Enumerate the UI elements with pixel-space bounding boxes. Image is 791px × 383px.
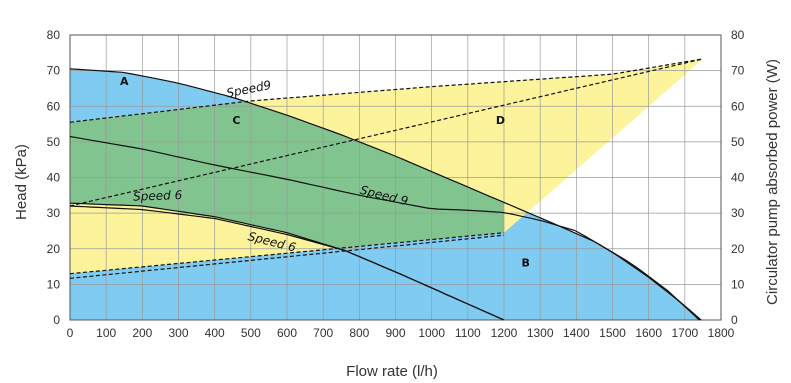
x-tick-label: 1500	[599, 326, 626, 340]
series-limit-limit-4	[69, 58, 704, 123]
series-speed-6-power-3	[69, 205, 505, 321]
x-tick-label: 1000	[418, 326, 445, 340]
curves	[69, 58, 704, 321]
y-axis-title-right: Circulator pump absorbed power (W)	[764, 59, 781, 305]
curve-label-0: Speed9	[225, 78, 272, 100]
series-limit-limit-6	[69, 234, 505, 279]
axis-titles: Flow rate (l/h) Head (kPa) Circulator pu…	[13, 59, 781, 380]
y-tick-label-left: 60	[47, 99, 61, 113]
region-label-b: B	[522, 257, 530, 270]
y-tick-label-right: 10	[731, 277, 745, 291]
x-tick-label: 1400	[563, 326, 590, 340]
x-tick-label: 700	[313, 326, 333, 340]
y-tick-label-right: 0	[731, 313, 738, 327]
x-tick-label: 1100	[455, 326, 481, 340]
x-tick-label: 0	[67, 326, 74, 340]
y-tick-label-right: 30	[731, 206, 745, 220]
x-tick-label: 600	[277, 326, 297, 340]
tick-labels: 0 100 200 300 400 500 600 700 800 900 1000 1100 1200…	[47, 28, 745, 340]
y-tick-label-left: 70	[47, 64, 61, 78]
y-tick-label-left: 40	[47, 171, 61, 185]
series-limit-limit-5	[69, 232, 505, 275]
y-axis-title-left: Head (kPa)	[13, 144, 30, 220]
y-tick-label-left: 20	[47, 242, 61, 256]
x-tick-label: 200	[132, 326, 152, 340]
x-tick-label: 1700	[671, 326, 698, 340]
y-tick-label-right: 20	[731, 242, 745, 256]
y-tick-label-right: 40	[731, 171, 745, 185]
plot-frame	[69, 34, 722, 321]
y-tick-label-left: 0	[53, 313, 60, 327]
x-axis-title: Flow rate (l/h)	[346, 363, 438, 380]
x-tick-label: 300	[168, 326, 188, 340]
y-tick-label-right: 70	[731, 64, 745, 78]
y-tick-label-left: 10	[47, 277, 61, 291]
x-tick-label: 400	[205, 326, 225, 340]
y-tick-label-left: 30	[47, 206, 61, 220]
x-tick-label: 1300	[527, 326, 554, 340]
region-label-d: D	[496, 114, 505, 127]
series-speed-9-power-2	[69, 135, 702, 321]
y-tick-label-right: 60	[731, 99, 745, 113]
y-tick-label-right: 50	[731, 135, 745, 149]
region-label-c: C	[232, 114, 240, 127]
y-tick-label-left: 80	[47, 28, 61, 42]
x-tick-label: 100	[96, 326, 116, 340]
x-tick-label: 1200	[491, 326, 518, 340]
x-tick-label: 800	[349, 326, 369, 340]
x-tick-label: 1600	[635, 326, 662, 340]
x-tick-label: 900	[385, 326, 405, 340]
curve-label-2: Speed 6	[133, 188, 183, 204]
region-label-a: A	[120, 75, 129, 88]
series-limit-limit-7	[69, 58, 704, 207]
x-tick-label: 500	[241, 326, 261, 340]
grid	[69, 34, 722, 321]
y-tick-label-right: 80	[731, 28, 745, 42]
y-tick-label-left: 50	[47, 135, 61, 149]
x-tick-label: 1800	[708, 326, 735, 340]
